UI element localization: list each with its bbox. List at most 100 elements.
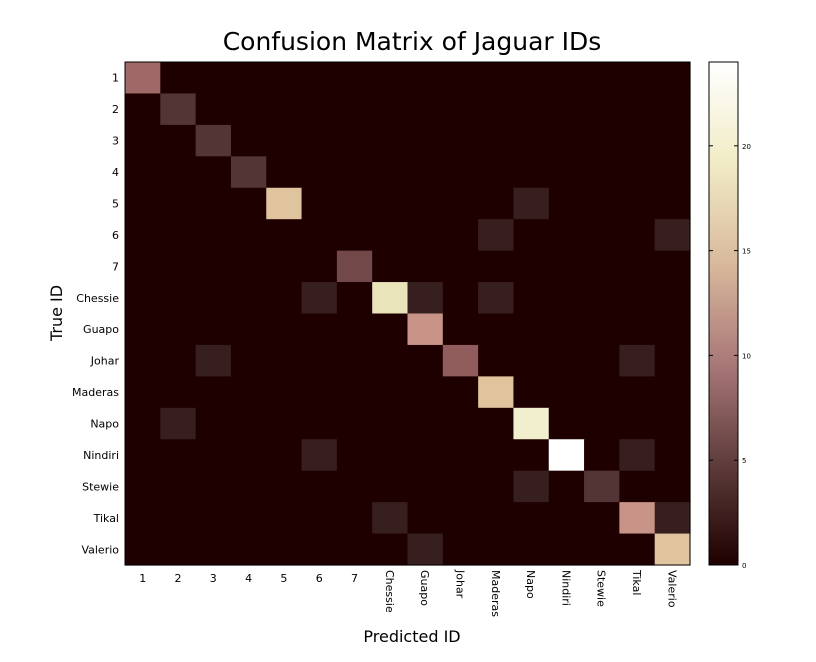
heatmap-cell	[584, 439, 620, 472]
heatmap-cell	[230, 344, 267, 377]
heatmap-cell	[266, 344, 303, 377]
heatmap-cell	[301, 376, 338, 409]
heatmap-cell	[195, 282, 232, 315]
heatmap-cell	[619, 407, 656, 440]
y-tick-label: 1	[112, 72, 119, 85]
heatmap-cell	[513, 250, 550, 283]
heatmap-cell	[372, 376, 409, 409]
heatmap-cell	[230, 533, 267, 566]
x-tick-label: Tikal	[630, 569, 643, 595]
heatmap-cell	[407, 219, 444, 252]
heatmap-cell	[619, 93, 656, 126]
heatmap-cell	[548, 124, 585, 157]
heatmap-cell	[654, 376, 691, 409]
heatmap-cell	[407, 533, 444, 566]
heatmap-cell	[372, 533, 409, 566]
heatmap-cell	[301, 187, 338, 220]
heatmap-cell	[619, 282, 656, 315]
heatmap-cell	[442, 156, 479, 189]
heatmap-cell	[548, 376, 585, 409]
heatmap-cell	[654, 124, 691, 157]
heatmap-cell	[195, 502, 232, 535]
heatmap-cell	[548, 533, 585, 566]
chart-title: Confusion Matrix of Jaguar IDs	[223, 27, 602, 56]
heatmap-cell	[407, 124, 444, 157]
heatmap-cell	[266, 62, 303, 95]
heatmap-cell	[160, 219, 197, 252]
heatmap-cell	[548, 313, 585, 346]
heatmap-cell	[301, 62, 338, 95]
heatmap-cell	[372, 282, 409, 315]
heatmap-cell	[125, 124, 161, 157]
heatmap-cell	[513, 439, 550, 472]
heatmap-cell	[513, 502, 550, 535]
heatmap-cell	[195, 156, 232, 189]
plot-area-frame	[124, 61, 691, 566]
heatmap-cell	[513, 156, 550, 189]
y-tick-label: Stewie	[82, 480, 119, 493]
heatmap-cell	[336, 533, 373, 566]
heatmap-cell	[160, 344, 197, 377]
heatmap-cell	[230, 282, 267, 315]
heatmap-cell	[654, 156, 691, 189]
y-tick-labels: 1 2 3 4 5 6 7 Chessie Guapo Johar Maderas Napo Nindi…	[72, 72, 119, 557]
heatmap-cell	[230, 439, 267, 472]
colorbar-tick-label: 20	[742, 143, 751, 151]
y-tick-label: Maderas	[72, 386, 119, 399]
heatmap-cell	[478, 156, 515, 189]
heatmap-cell	[195, 93, 232, 126]
heatmap-cell	[619, 376, 656, 409]
heatmap-cell	[125, 439, 161, 472]
colorbar-tick-labels: 0 5 10 15 20	[709, 143, 751, 570]
heatmap-cell	[407, 439, 444, 472]
heatmap-cell	[442, 439, 479, 472]
heatmap-cell	[478, 407, 515, 440]
heatmap-cell	[478, 93, 515, 126]
heatmap-cell	[407, 470, 444, 503]
heatmap-cell	[654, 502, 691, 535]
heatmap-cell	[372, 439, 409, 472]
heatmap-cell	[584, 313, 620, 346]
heatmap-cell	[513, 187, 550, 220]
heatmap-cell	[125, 219, 161, 252]
heatmap-cell	[442, 376, 479, 409]
heatmap-cell	[372, 250, 409, 283]
heatmap-cell	[513, 376, 550, 409]
heatmap-cell	[336, 187, 373, 220]
heatmap-cell	[372, 407, 409, 440]
heatmap-cell	[195, 376, 232, 409]
heatmap-cell	[407, 407, 444, 440]
heatmap-cell	[230, 219, 267, 252]
heatmap-cell	[654, 313, 691, 346]
heatmap-cell	[336, 282, 373, 315]
heatmap-cell	[125, 187, 161, 220]
heatmap-cell	[442, 470, 479, 503]
heatmap-cell	[548, 344, 585, 377]
heatmap-cell	[584, 187, 620, 220]
heatmap-cell	[513, 470, 550, 503]
heatmap-cell	[654, 250, 691, 283]
heatmap-cell	[478, 502, 515, 535]
x-tick-label: Valerio	[665, 570, 678, 608]
heatmap-cell	[584, 219, 620, 252]
heatmap-cell	[195, 219, 232, 252]
heatmap-cell	[407, 282, 444, 315]
heatmap-cell	[584, 407, 620, 440]
heatmap-cell	[478, 62, 515, 95]
heatmap-cell	[442, 93, 479, 126]
heatmap-cell	[372, 344, 409, 377]
heatmap-cell	[513, 344, 550, 377]
heatmap-cell	[195, 533, 232, 566]
heatmap-cell	[230, 407, 267, 440]
heatmap-cell	[160, 470, 197, 503]
heatmap-cell	[619, 439, 656, 472]
heatmap-cell	[478, 376, 515, 409]
heatmap-cell	[301, 313, 338, 346]
heatmap-cell	[513, 407, 550, 440]
heatmap-cell	[336, 407, 373, 440]
y-tick-label: Tikal	[93, 512, 119, 525]
heatmap-cell	[478, 470, 515, 503]
heatmap-cell	[548, 187, 585, 220]
heatmap-cell	[336, 376, 373, 409]
heatmap-cell	[336, 470, 373, 503]
